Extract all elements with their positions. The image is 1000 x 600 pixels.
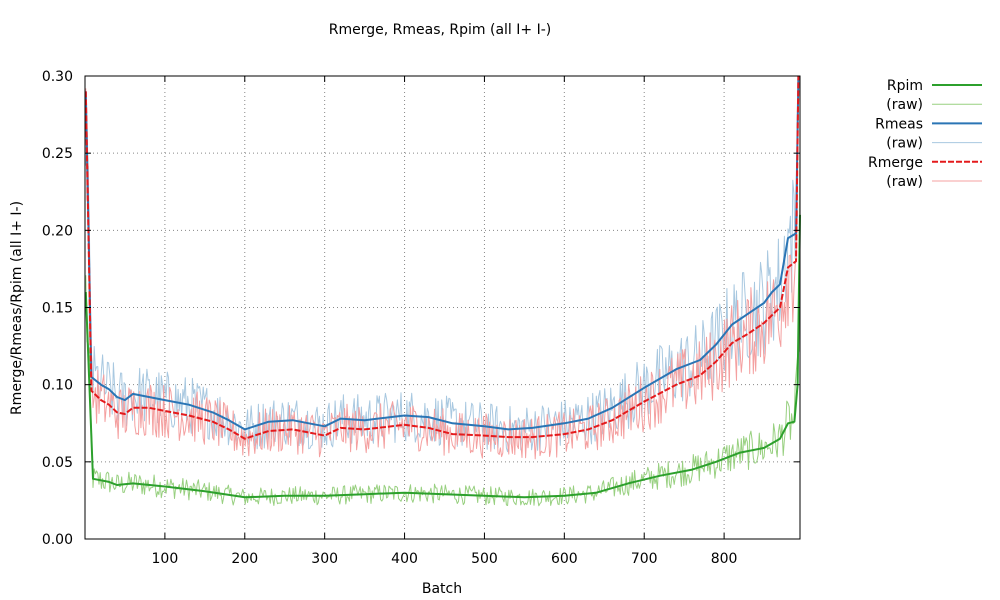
legend-label: (raw) (886, 174, 923, 190)
legend-label: Rmerge (868, 155, 923, 171)
y-tick-label: 0.15 (42, 301, 73, 317)
y-tick-label: 0.05 (42, 455, 73, 471)
axis-ticks: 100 200 300 400 500 600 700 800 0.00 0.05 0.10 0.15… (42, 69, 800, 567)
y-tick-label: 0.20 (42, 223, 73, 239)
legend-label: (raw) (886, 97, 923, 113)
x-tick-label: 500 (471, 551, 498, 567)
raw-series-layer (85, 88, 801, 507)
y-tick-label: 0.00 (42, 532, 73, 548)
rmerge-line (84, 75, 800, 440)
legend-label: Rpim (887, 78, 923, 94)
rmerge-raw-line (85, 88, 799, 460)
y-tick-label: 0.30 (42, 69, 73, 85)
y-axis-title: Rmerge/Rmeas/Rpim (all I+ I-) (9, 201, 25, 415)
x-tick-label: 100 (152, 551, 179, 567)
x-tick-label: 800 (711, 551, 738, 567)
y-tick-label: 0.10 (42, 378, 73, 394)
rmeas-raw-line (85, 124, 799, 453)
x-tick-label: 600 (551, 551, 578, 567)
x-tick-label: 300 (311, 551, 338, 567)
rpim-line (84, 214, 801, 499)
legend-label: Rmeas (875, 116, 923, 132)
x-axis-title: Batch (422, 581, 462, 597)
x-tick-label: 700 (631, 551, 658, 567)
legend: Rpim (raw) Rmeas (raw) Rmerge (raw) (868, 78, 982, 190)
rpim-raw-line (85, 149, 801, 507)
x-tick-label: 200 (231, 551, 258, 567)
smoothed-series-layer (84, 75, 801, 499)
x-tick-label: 400 (391, 551, 418, 567)
y-tick-label: 0.25 (42, 146, 73, 162)
legend-label: (raw) (886, 136, 923, 152)
chart-title: Rmerge, Rmeas, Rpim (all I+ I-) (329, 22, 551, 38)
rmeas-line (84, 75, 800, 431)
